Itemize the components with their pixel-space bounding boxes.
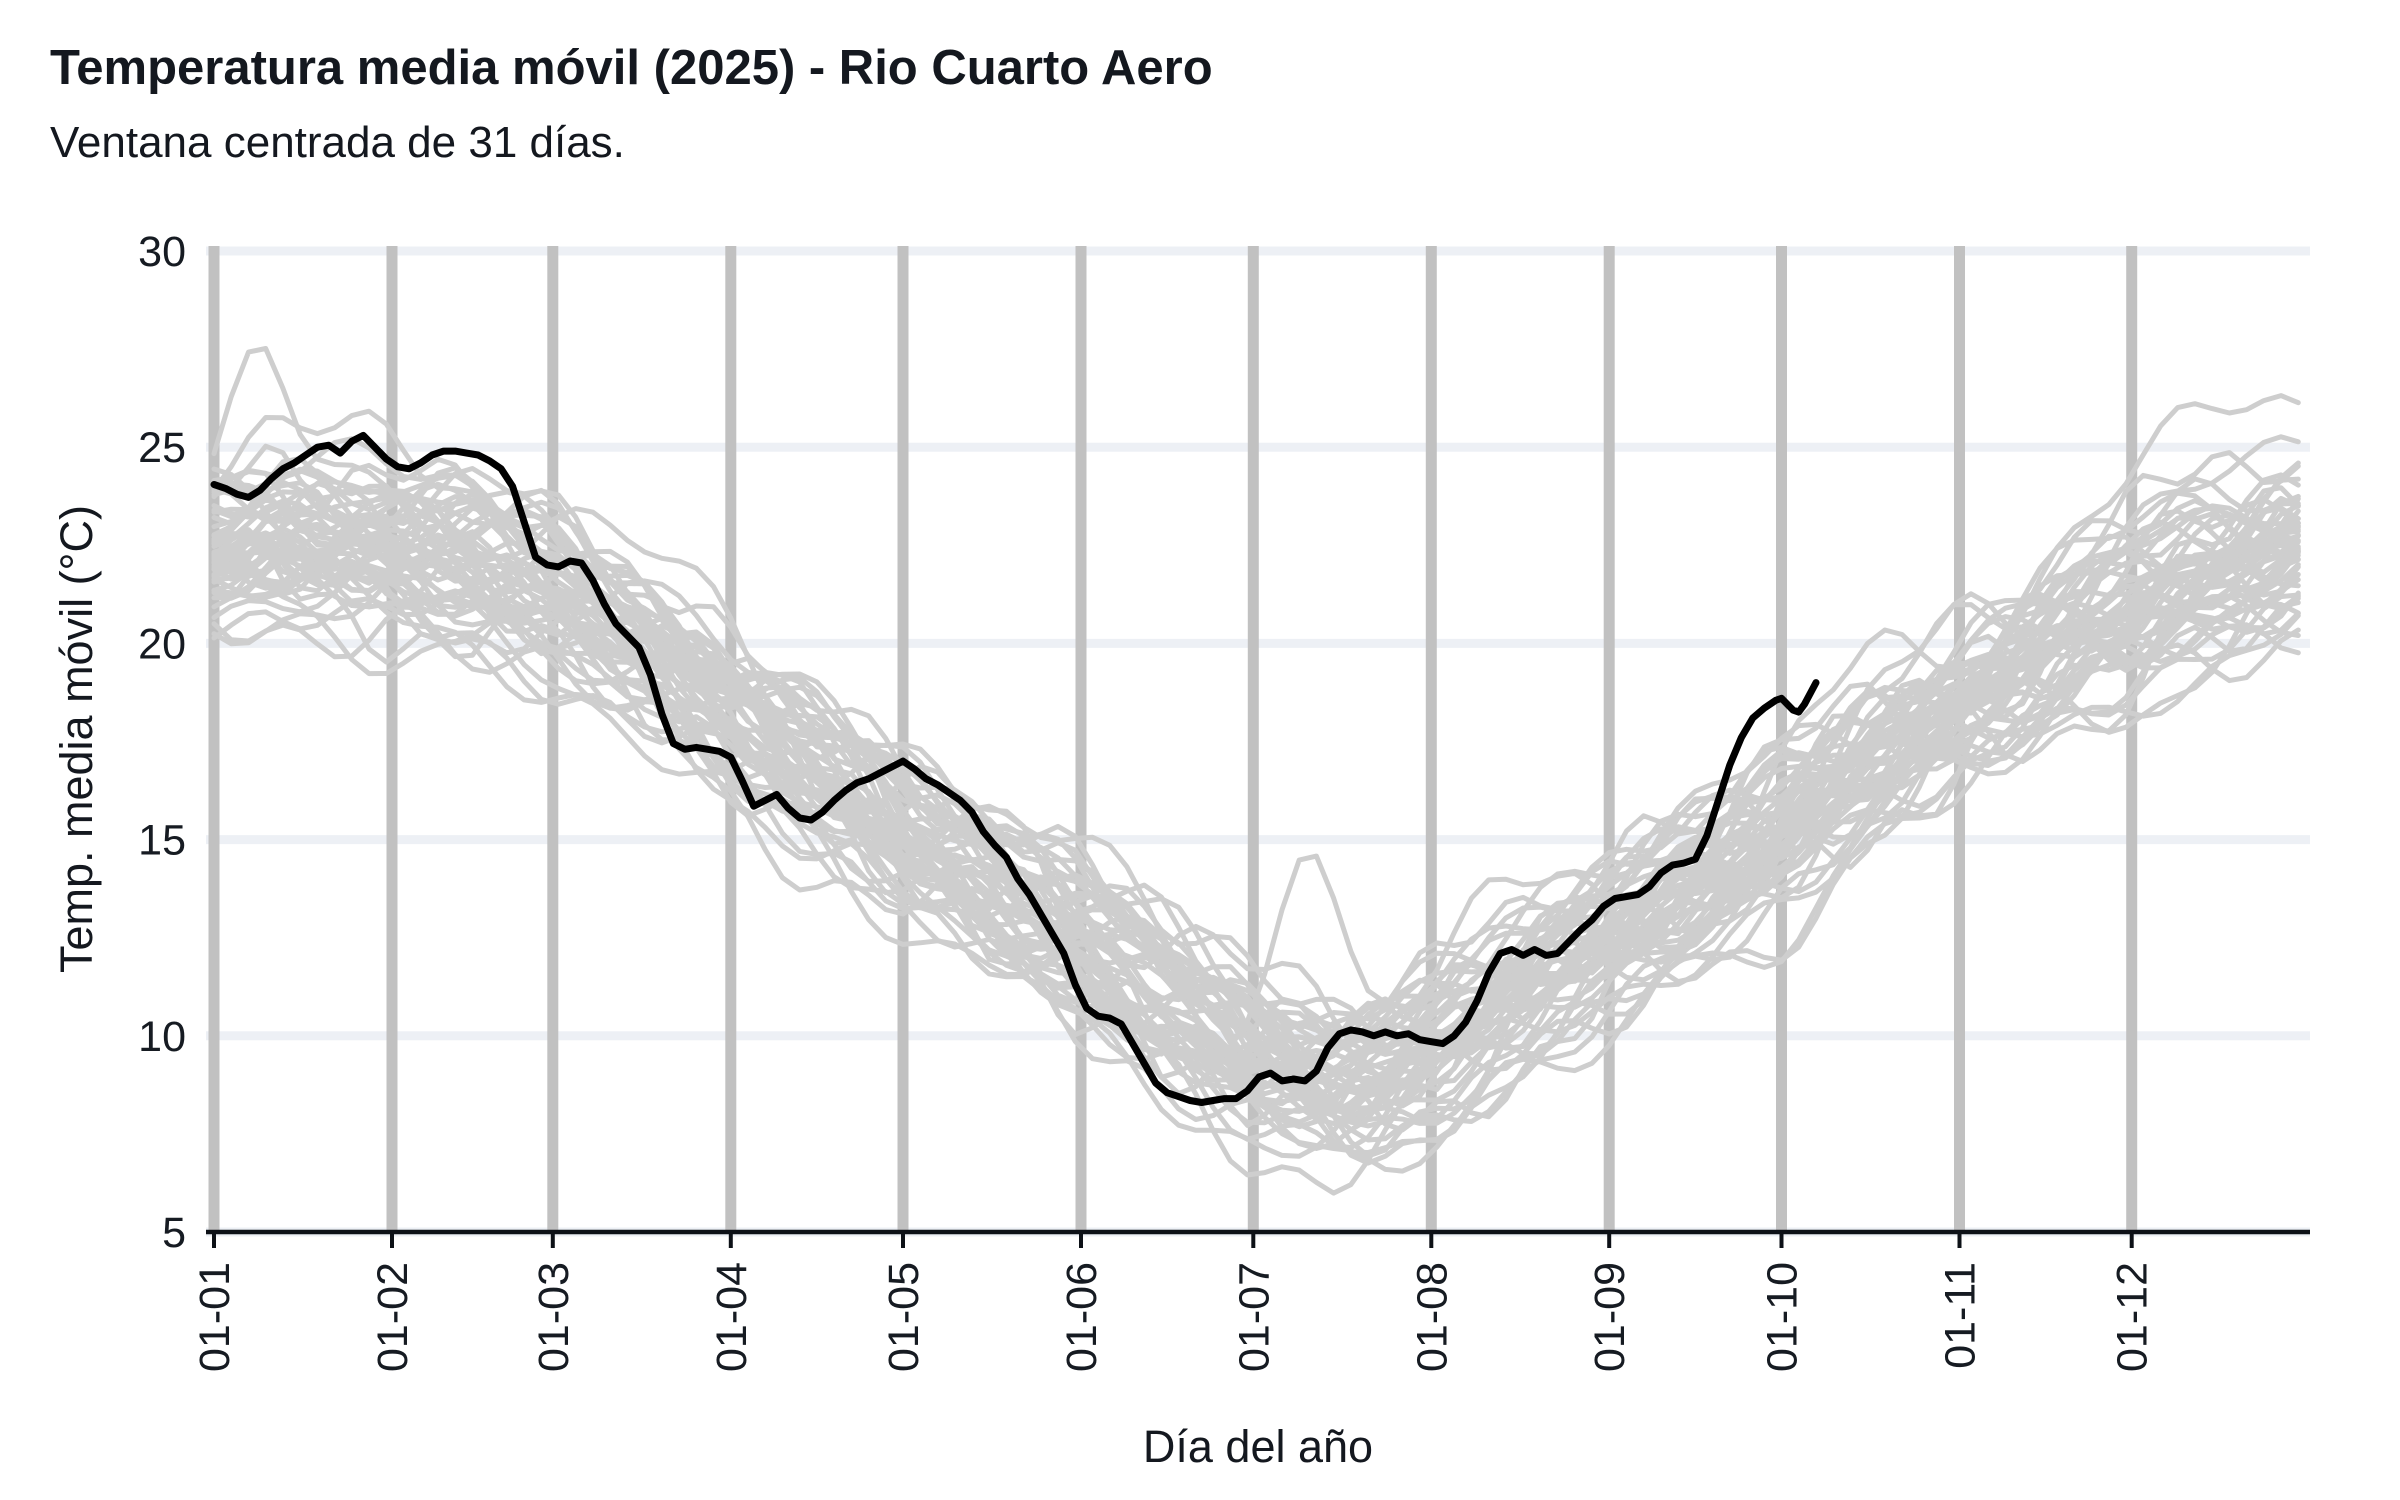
historical-line	[211, 527, 2301, 1128]
x-tick-label: 01-04	[708, 1262, 756, 1372]
y-tick-label: 25	[138, 424, 186, 472]
y-tick-label: 5	[162, 1209, 186, 1257]
x-tick-label: 01-08	[1408, 1262, 1456, 1372]
historical-line	[211, 533, 2301, 1076]
series-2025-path	[210, 431, 1820, 1106]
x-tick-label: 01-03	[530, 1262, 578, 1372]
y-tick-label: 10	[138, 1013, 186, 1061]
historical-line	[211, 450, 2301, 1060]
x-tick-label: 01-09	[1586, 1262, 1634, 1372]
historical-year-lines	[211, 346, 2301, 1196]
y-tick-label: 20	[138, 620, 186, 668]
y-axis-title: Temp. media móvil (°C)	[51, 505, 102, 973]
historical-line	[211, 473, 2301, 1079]
historical-line	[211, 533, 2301, 1125]
x-tick-label: 01-11	[1937, 1262, 1985, 1369]
x-tick-label: 01-05	[880, 1262, 928, 1372]
historical-line	[211, 533, 2301, 1085]
historical-line	[211, 564, 2301, 1159]
x-axis-title: Día del año	[1143, 1421, 1373, 1472]
x-tick-label: 01-10	[1759, 1262, 1807, 1372]
historical-line	[211, 468, 2301, 1066]
x-tick-label: 01-01	[191, 1262, 239, 1372]
y-axis-tick-labels: 5 10 15 20 25 30	[138, 228, 186, 1257]
historical-line	[211, 508, 2301, 1151]
x-axis-ticks	[212, 1232, 2134, 1248]
x-tick-label: 01-02	[369, 1262, 417, 1372]
x-tick-label: 01-06	[1058, 1262, 1106, 1372]
x-tick-label: 01-07	[1230, 1262, 1278, 1372]
chart-subtitle: Ventana centrada de 31 días.	[50, 118, 625, 167]
x-tick-label: 01-12	[2109, 1262, 2157, 1372]
y-tick-label: 30	[138, 228, 186, 276]
series-2025-line	[210, 431, 1820, 1106]
x-axis-tick-labels: 01-01 01-02 01-03 01-04 01-05 01-06 01-07 01-08…	[191, 1262, 2157, 1372]
historical-line	[211, 476, 2301, 1056]
y-tick-label: 15	[138, 817, 186, 865]
chart-title: Temperatura media móvil (2025) - Rio Cua…	[50, 41, 1213, 95]
